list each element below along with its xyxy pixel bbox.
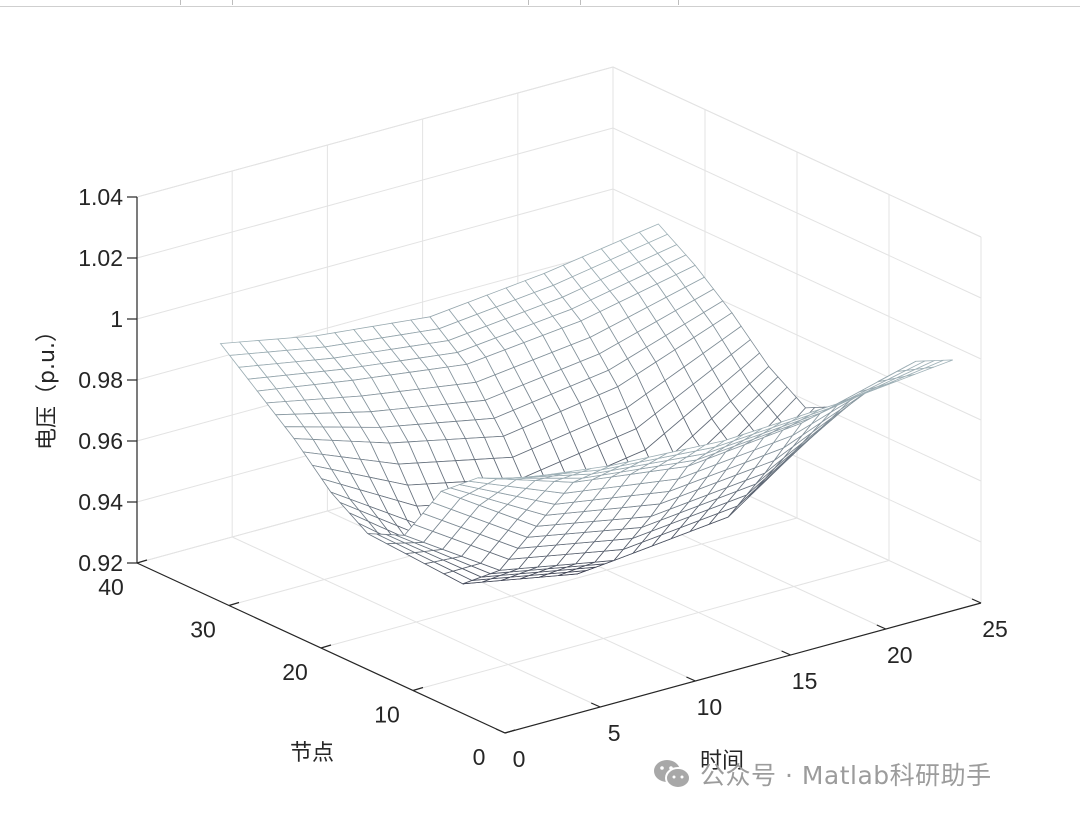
x-tick <box>686 676 696 682</box>
toolbar-separator <box>580 0 581 5</box>
grid-line <box>136 127 614 259</box>
x-axis-line <box>504 602 982 734</box>
grid-line <box>412 560 890 691</box>
x-tick <box>590 702 601 708</box>
z-tick-label: 1.02 <box>78 245 123 271</box>
y-tick <box>320 644 332 649</box>
z-axis-title: 电压（p.u.） <box>35 320 60 450</box>
axes-lines <box>127 196 982 734</box>
grid-line <box>612 188 982 360</box>
toolbar-separator <box>180 0 181 5</box>
y-tick <box>136 559 148 564</box>
x-tick <box>971 598 982 604</box>
toolbar-separator <box>528 0 529 5</box>
y-tick-label: 10 <box>374 702 400 728</box>
x-tick-label: 0 <box>513 746 526 772</box>
x-tick-label: 15 <box>792 668 818 694</box>
x-tick-label: 10 <box>697 694 723 720</box>
grid-line <box>612 127 982 299</box>
x-tick-label: 5 <box>608 720 621 746</box>
toolbar-separator <box>678 0 679 5</box>
y-axis-title: 节点 <box>290 741 334 766</box>
surface-face <box>505 476 534 480</box>
voltage-surface <box>219 223 953 585</box>
toolbar-separator <box>232 0 233 5</box>
x-tick <box>495 728 506 734</box>
x-tick-label: 25 <box>982 616 1008 642</box>
y-tick-label: 0 <box>473 744 486 770</box>
y-tick <box>504 729 516 734</box>
y-tick-label: 20 <box>282 659 308 685</box>
z-tick-label: 1.04 <box>78 184 123 210</box>
watermark: 公众号 · Matlab科研助手 <box>652 754 992 794</box>
y-tick-label: 30 <box>190 617 216 643</box>
grid-line <box>136 188 614 320</box>
z-tick-label: 1 <box>110 306 123 332</box>
grid-line <box>320 517 798 649</box>
z-tick-label: 0.98 <box>78 367 123 393</box>
y-tick <box>412 686 424 692</box>
z-tick-label: 0.94 <box>78 489 123 515</box>
watermark-text: 公众号 · Matlab科研助手 <box>700 761 992 790</box>
x-tick <box>876 624 887 630</box>
z-tick-label: 0.96 <box>78 428 123 454</box>
tick-labels: 0 5 10 15 20 25 0 10 20 30 400.92 0.94 0.96 0.98 1 1.02… <box>78 184 1008 772</box>
box-edge <box>136 66 614 198</box>
z-tick-label: 0.92 <box>78 550 123 576</box>
box-edge <box>612 66 982 238</box>
y-tick <box>228 601 240 607</box>
x-tick-label: 20 <box>887 642 913 668</box>
top-toolbar-strip <box>0 0 1080 7</box>
x-axis-title: 时间 <box>700 749 744 774</box>
grid-line <box>136 249 614 381</box>
y-tick-label: 40 <box>98 574 124 600</box>
wechat-icon <box>654 760 691 789</box>
x-tick <box>781 650 791 656</box>
